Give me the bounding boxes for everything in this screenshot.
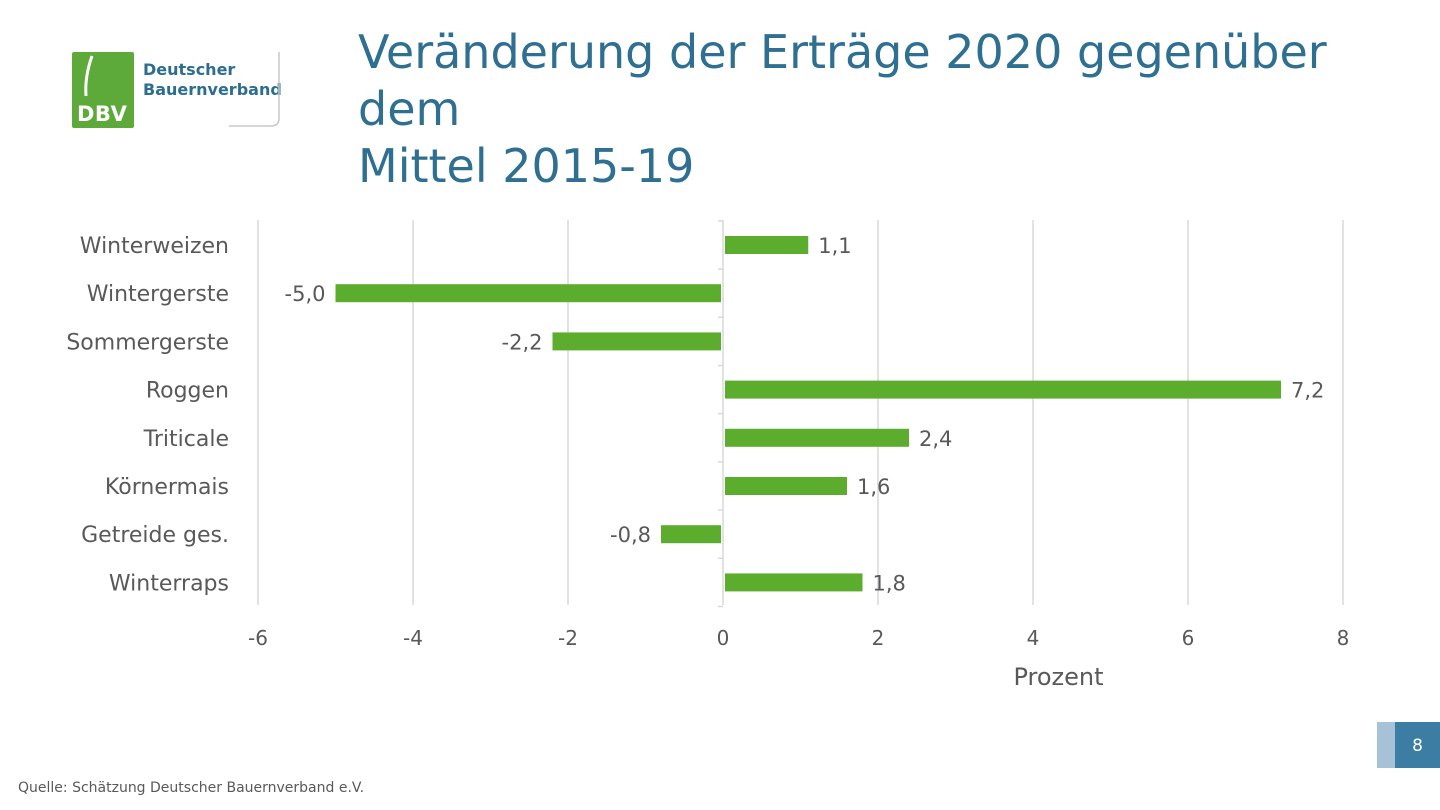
page-number-accent — [1377, 722, 1395, 768]
category-label: Körnermais — [105, 475, 229, 500]
x-tick-label: 0 — [717, 626, 730, 650]
bar — [725, 236, 809, 254]
title-line-1: Veränderung der Erträge 2020 gegenüber d… — [358, 25, 1327, 136]
bar — [552, 332, 721, 351]
page-title: Veränderung der Erträge 2020 gegenüber d… — [358, 24, 1418, 195]
logo-letters: DBV — [77, 102, 128, 126]
category-label: Winterweizen — [80, 234, 229, 259]
logo-mark: DBV — [72, 52, 134, 128]
x-tick-label: 4 — [1027, 626, 1040, 650]
data-label: -0,8 — [610, 523, 651, 547]
title-line-2: Mittel 2015-19 — [358, 139, 695, 193]
page-number-box: 8 — [1395, 722, 1440, 768]
bar — [661, 525, 721, 544]
x-tick-label: 8 — [1337, 626, 1350, 650]
x-tick-label: -4 — [403, 626, 423, 650]
data-label: -5,0 — [285, 282, 326, 306]
bar — [725, 477, 847, 495]
x-tick-label: 6 — [1182, 626, 1195, 650]
bar-chart: -6 -4 -2 0 2 4 6 8 Prozent Winterweizen 1,1 Winterg… — [66, 220, 1350, 691]
category-label: Winterraps — [109, 571, 229, 596]
logo-wordmark: Deutscher Bauernverband — [143, 60, 282, 100]
category-label: Sommergerste — [66, 330, 229, 355]
bar — [725, 428, 909, 447]
data-label: -2,2 — [502, 330, 543, 354]
data-label: 1,8 — [873, 571, 906, 595]
source-note: Quelle: Schätzung Deutscher Bauernverban… — [18, 780, 365, 796]
data-label: 7,2 — [1291, 379, 1324, 403]
dbv-logo: DBV Deutscher Bauernverband — [72, 50, 284, 130]
bar — [725, 380, 1281, 399]
data-label: 1,6 — [857, 475, 890, 499]
category-label: Wintergerste — [87, 282, 229, 307]
bar — [335, 284, 721, 303]
x-tick-label: -2 — [558, 626, 578, 650]
category-label: Triticale — [143, 427, 229, 452]
logo-name-line1: Deutscher — [143, 60, 236, 79]
data-label: 2,4 — [919, 427, 952, 451]
x-tick-label: 2 — [872, 626, 885, 650]
logo-swoosh — [229, 52, 280, 127]
logo-name-line2: Bauernverband — [143, 80, 282, 99]
leaf-icon — [84, 55, 94, 97]
category-label: Getreide ges. — [81, 523, 229, 548]
bar — [725, 573, 863, 592]
page-number: 8 — [1412, 736, 1423, 756]
x-tick-label: -6 — [248, 626, 268, 650]
data-label: 1,1 — [818, 234, 851, 258]
category-label: Roggen — [146, 379, 229, 404]
x-axis-title: Prozent — [1013, 663, 1103, 691]
